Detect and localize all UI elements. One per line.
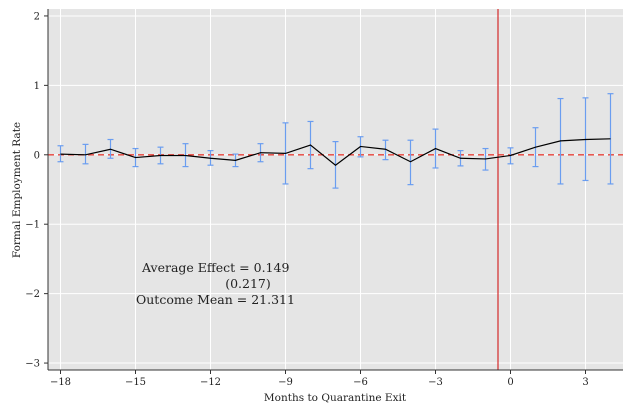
y-tick-label: 0 [34, 150, 40, 161]
x-tick-label: −12 [200, 377, 221, 388]
data-point [535, 146, 537, 148]
data-point [435, 148, 437, 150]
data-point [110, 148, 112, 150]
y-tick-label: −3 [25, 359, 40, 370]
data-point [485, 158, 487, 160]
data-point [460, 157, 462, 159]
data-point [285, 152, 287, 154]
series-lines [60, 138, 611, 166]
data-point [310, 144, 312, 146]
y-axis-title: Formal Employment Rate [11, 122, 23, 258]
data-point [185, 154, 187, 156]
x-tick-label: −6 [353, 377, 368, 388]
data-point [560, 140, 562, 142]
axes [44, 9, 623, 374]
x-tick-label: 3 [582, 377, 588, 388]
average-effect-se-annotation: (0.217) [225, 276, 271, 291]
x-axis-title: Months to Quarantine Exit [264, 392, 407, 404]
data-point [135, 157, 137, 159]
estimate-line [60, 138, 611, 166]
data-point [85, 154, 87, 156]
data-point [610, 138, 612, 140]
data-point [335, 164, 337, 166]
data-point [510, 154, 512, 156]
data-point [385, 148, 387, 150]
average-effect-annotation: Average Effect = 0.149 [141, 260, 289, 275]
x-tick-label: −3 [428, 377, 443, 388]
x-tick-label: −15 [125, 377, 146, 388]
x-tick-label: 0 [507, 377, 513, 388]
data-point [210, 157, 212, 159]
outcome-mean-annotation: Outcome Mean = 21.311 [136, 292, 295, 307]
data-point [410, 161, 412, 163]
x-tick-label: −18 [50, 377, 71, 388]
data-point [260, 152, 262, 154]
y-tick-label: −2 [25, 289, 40, 300]
x-tick-label: −9 [278, 377, 293, 388]
plot-background [48, 9, 623, 370]
data-point [235, 159, 237, 161]
error-bars [57, 93, 614, 189]
reference-lines [48, 9, 623, 370]
data-point [360, 145, 362, 147]
y-tick-labels: 2 1 0 −1 −2 −3 [25, 11, 40, 369]
x-tick-labels: −18 −15 −12 −9 −6 −3 0 3 [50, 377, 589, 388]
y-tick-label: −1 [25, 220, 40, 231]
data-point [160, 154, 162, 156]
y-tick-label: 2 [34, 11, 40, 22]
y-tick-label: 1 [34, 81, 40, 92]
data-point [585, 139, 587, 141]
data-point [60, 153, 62, 155]
